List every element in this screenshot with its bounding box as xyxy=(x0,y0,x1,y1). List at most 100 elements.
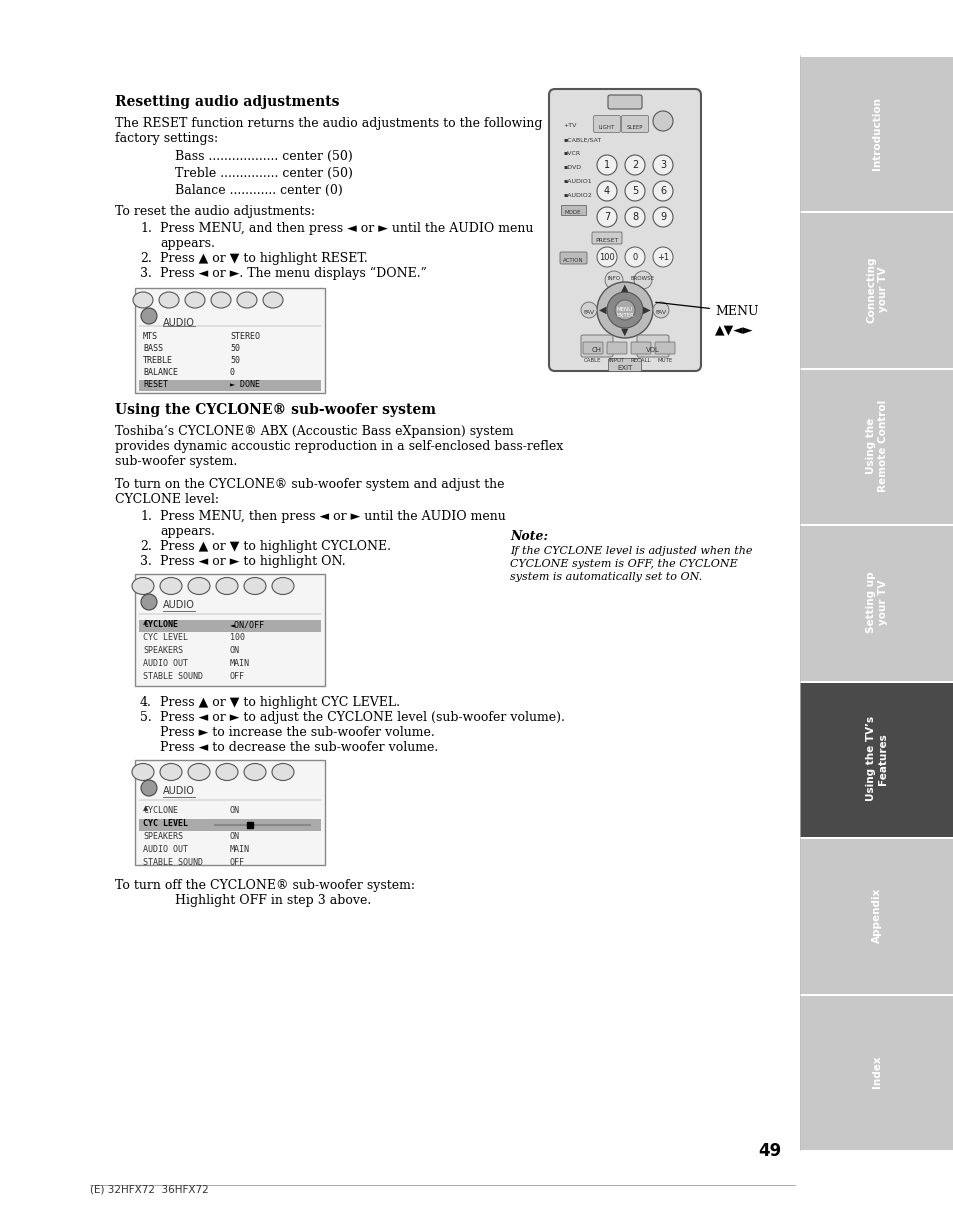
Text: Press ▲ or ▼ to highlight RESET.: Press ▲ or ▼ to highlight RESET. xyxy=(160,252,367,265)
Text: MUTE: MUTE xyxy=(657,358,672,363)
Circle shape xyxy=(652,302,668,318)
Circle shape xyxy=(597,156,617,175)
Bar xyxy=(135,288,325,393)
Text: Press ▲ or ▼ to highlight CYCLONE.: Press ▲ or ▼ to highlight CYCLONE. xyxy=(160,540,391,554)
Text: To reset the audio adjustments:: To reset the audio adjustments: xyxy=(115,205,314,218)
Text: ▲▼◄►: ▲▼◄► xyxy=(714,323,753,336)
Text: 9: 9 xyxy=(659,212,665,222)
Text: ◄ON/OFF: ◄ON/OFF xyxy=(230,620,265,630)
Text: MODE: MODE xyxy=(564,210,580,215)
Text: SLEEP: SLEEP xyxy=(626,125,642,130)
Text: RECALL: RECALL xyxy=(630,358,651,363)
Text: FAV: FAV xyxy=(583,310,594,315)
Text: Bass .................. center (50): Bass .................. center (50) xyxy=(174,150,353,163)
Text: ENTER: ENTER xyxy=(616,312,634,317)
Text: 4.: 4. xyxy=(140,696,152,709)
FancyBboxPatch shape xyxy=(580,335,613,357)
Text: 50: 50 xyxy=(230,356,240,365)
Text: CYC LEVEL: CYC LEVEL xyxy=(143,819,188,829)
Circle shape xyxy=(141,780,157,796)
Text: 0: 0 xyxy=(632,252,637,262)
Text: ▼: ▼ xyxy=(620,327,628,336)
FancyBboxPatch shape xyxy=(593,116,619,133)
Text: 2.: 2. xyxy=(140,540,152,554)
Circle shape xyxy=(652,181,672,201)
Text: OFF: OFF xyxy=(230,672,245,681)
Text: PRESET: PRESET xyxy=(595,238,618,242)
Text: CABLE: CABLE xyxy=(583,358,601,363)
Text: Connecting
your TV: Connecting your TV xyxy=(865,257,887,323)
Bar xyxy=(139,620,320,632)
Text: ON: ON xyxy=(230,646,240,655)
Text: MAIN: MAIN xyxy=(230,658,250,668)
Ellipse shape xyxy=(215,578,237,595)
Text: Press ◄ or ► to adjust the CYCLONE level (sub-woofer volume).: Press ◄ or ► to adjust the CYCLONE level… xyxy=(160,712,564,724)
Text: FAV: FAV xyxy=(655,310,666,315)
Ellipse shape xyxy=(188,763,210,780)
Ellipse shape xyxy=(272,578,294,595)
Text: CYCLONE: CYCLONE xyxy=(143,620,178,630)
Ellipse shape xyxy=(211,292,231,308)
Text: MTS: MTS xyxy=(143,332,158,341)
Text: provides dynamic accoustic reproduction in a self-enclosed bass-reflex: provides dynamic accoustic reproduction … xyxy=(115,440,562,453)
Text: appears.: appears. xyxy=(160,525,214,538)
Text: MENU: MENU xyxy=(655,303,758,318)
Text: INPUT: INPUT xyxy=(608,358,624,363)
Text: 100: 100 xyxy=(230,633,245,642)
Ellipse shape xyxy=(244,763,266,780)
Text: TREBLE: TREBLE xyxy=(143,356,172,365)
Text: ▶: ▶ xyxy=(642,305,650,315)
FancyBboxPatch shape xyxy=(548,89,700,371)
Circle shape xyxy=(634,271,651,289)
Text: Press MENU, then press ◄ or ► until the AUDIO menu: Press MENU, then press ◄ or ► until the … xyxy=(160,510,505,523)
Text: Introduction: Introduction xyxy=(871,96,882,170)
Text: Toshiba’s CYCLONE® ABX (Accoustic Bass eXpansion) system: Toshiba’s CYCLONE® ABX (Accoustic Bass e… xyxy=(115,425,514,438)
Text: 1.: 1. xyxy=(140,510,152,523)
Text: BASS: BASS xyxy=(143,344,163,353)
Text: ON: ON xyxy=(230,832,240,841)
Text: 2: 2 xyxy=(631,160,638,170)
Ellipse shape xyxy=(160,763,182,780)
FancyBboxPatch shape xyxy=(607,95,641,109)
Text: Resetting audio adjustments: Resetting audio adjustments xyxy=(115,95,339,109)
Text: AUDIO: AUDIO xyxy=(163,601,194,610)
Circle shape xyxy=(615,300,635,320)
Text: CYCLONE system is OFF, the CYCLONE: CYCLONE system is OFF, the CYCLONE xyxy=(510,560,737,569)
Circle shape xyxy=(606,292,642,328)
Text: system is automatically set to ON.: system is automatically set to ON. xyxy=(510,572,701,582)
Circle shape xyxy=(597,207,617,227)
Bar xyxy=(800,57,953,211)
Text: Press MENU, and then press ◄ or ► until the AUDIO menu: Press MENU, and then press ◄ or ► until … xyxy=(160,222,533,235)
Text: 49: 49 xyxy=(758,1142,781,1160)
FancyBboxPatch shape xyxy=(608,358,640,371)
Text: ▪AUDIO2: ▪AUDIO2 xyxy=(562,193,591,198)
Bar xyxy=(139,819,320,831)
Text: ▲: ▲ xyxy=(143,804,149,810)
Text: 5.: 5. xyxy=(140,712,152,724)
Circle shape xyxy=(141,595,157,610)
Text: BROWSE: BROWSE xyxy=(630,276,655,281)
Text: Press ◄ or ►. The menu displays “DONE.”: Press ◄ or ►. The menu displays “DONE.” xyxy=(160,267,426,280)
Ellipse shape xyxy=(272,763,294,780)
FancyBboxPatch shape xyxy=(637,335,668,357)
Text: Balance ............ center (0): Balance ............ center (0) xyxy=(174,185,342,197)
Text: INFO: INFO xyxy=(607,276,619,281)
Circle shape xyxy=(597,181,617,201)
Text: STEREO: STEREO xyxy=(230,332,260,341)
FancyBboxPatch shape xyxy=(606,343,626,355)
Circle shape xyxy=(652,247,672,267)
Ellipse shape xyxy=(185,292,205,308)
Text: 4: 4 xyxy=(603,186,609,197)
Text: OFF: OFF xyxy=(230,857,245,867)
Text: If the CYCLONE level is adjusted when the: If the CYCLONE level is adjusted when th… xyxy=(510,546,752,556)
Text: ON: ON xyxy=(230,806,240,815)
Bar xyxy=(800,526,953,680)
Text: sub-woofer system.: sub-woofer system. xyxy=(115,455,237,468)
Text: CYC LEVEL: CYC LEVEL xyxy=(143,633,188,642)
Text: (E) 32HFX72  36HFX72: (E) 32HFX72 36HFX72 xyxy=(90,1185,209,1195)
Ellipse shape xyxy=(188,578,210,595)
Text: ▪CABLE/SAT: ▪CABLE/SAT xyxy=(562,137,600,142)
Text: To turn on the CYCLONE® sub-woofer system and adjust the: To turn on the CYCLONE® sub-woofer syste… xyxy=(115,478,504,491)
Text: ▪DVD: ▪DVD xyxy=(562,165,580,170)
Text: 3: 3 xyxy=(659,160,665,170)
